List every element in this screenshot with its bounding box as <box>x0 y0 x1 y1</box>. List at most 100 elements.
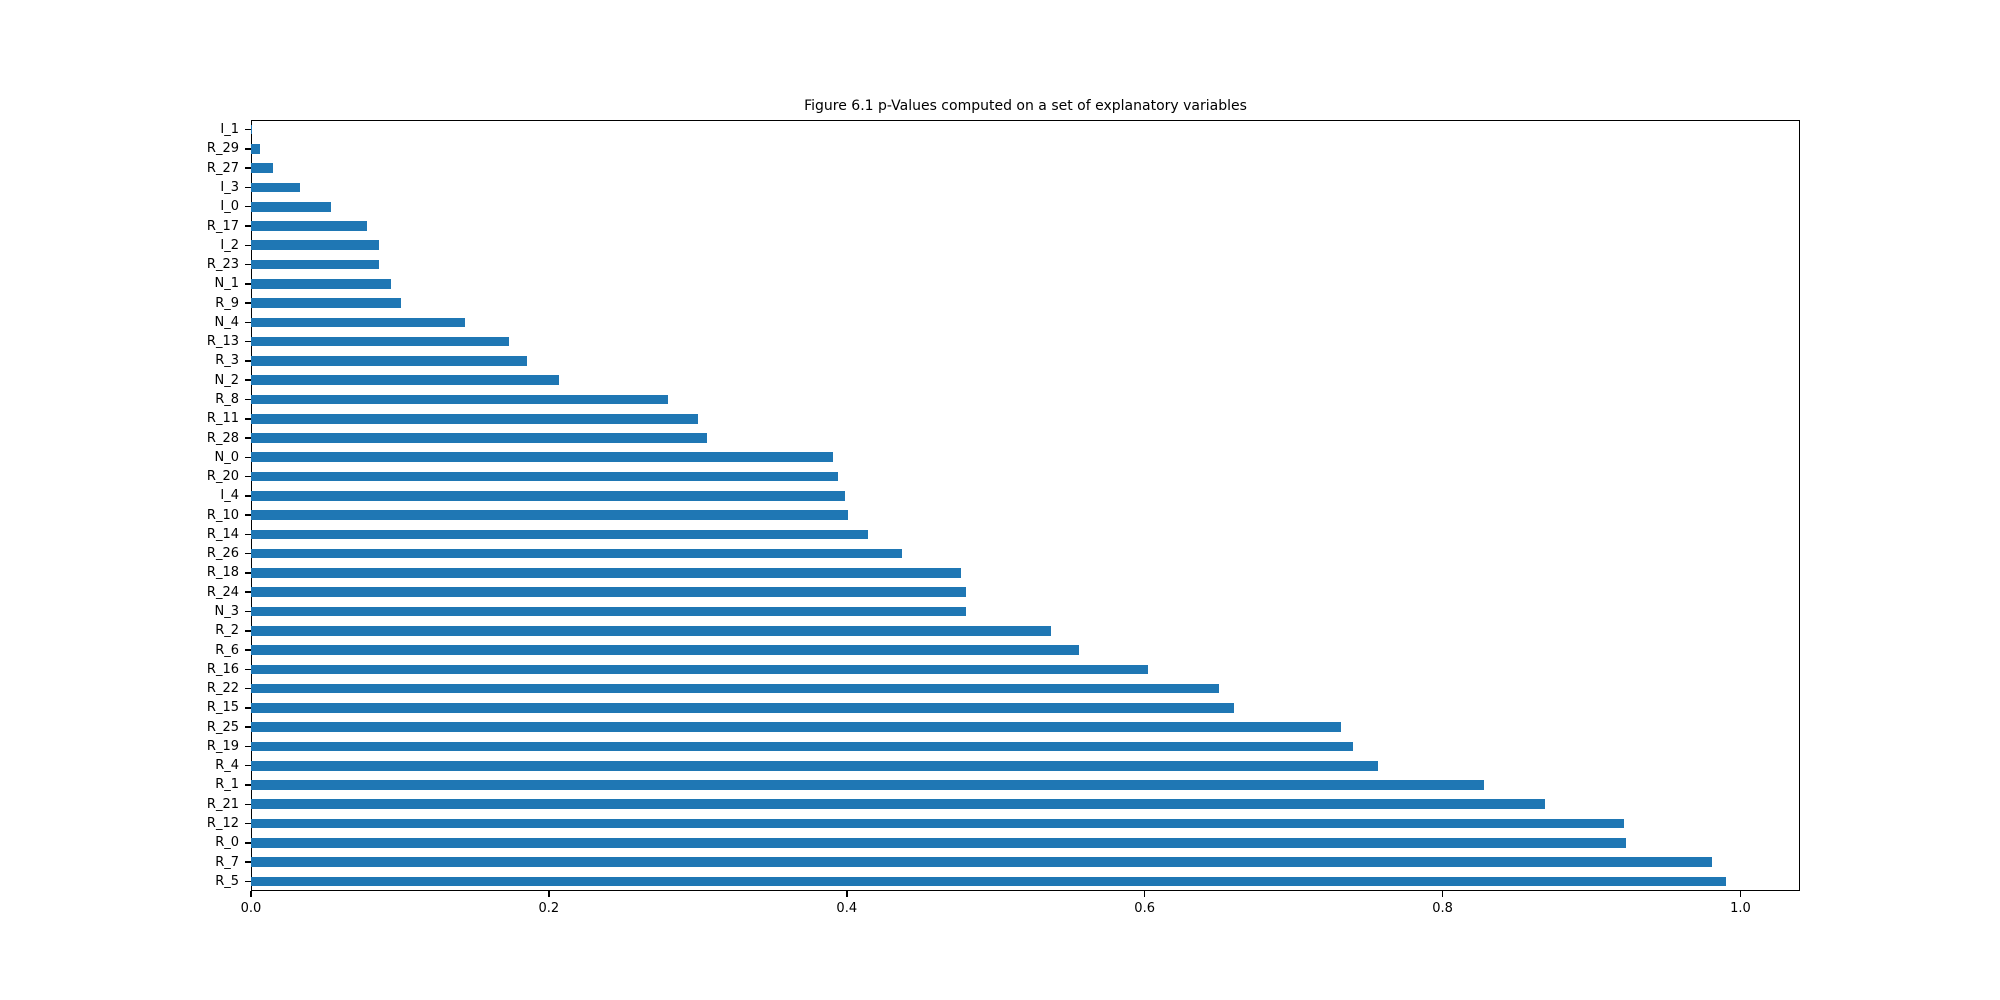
y-tick-label-R_24: R_24 <box>206 584 239 600</box>
y-tick-mark <box>245 822 251 825</box>
y-tick-label-N_4: N_4 <box>214 314 240 330</box>
y-tick-mark <box>245 360 251 362</box>
y-tick-mark <box>245 495 251 497</box>
y-tick-label-I_1: I_1 <box>220 122 239 138</box>
bar-R_9 <box>251 298 402 308</box>
bar-R_25 <box>251 722 1342 732</box>
x-tick-label-0.6: 0.6 <box>1134 901 1155 916</box>
y-tick-label-R_3: R_3 <box>215 353 239 369</box>
bar-R_11 <box>251 413 698 424</box>
y-tick-mark <box>245 668 251 671</box>
y-tick-mark <box>245 745 251 748</box>
y-tick-label-R_29: R_29 <box>206 141 239 157</box>
x-tick-mark <box>1441 891 1444 897</box>
y-tick-label-R_27: R_27 <box>206 160 239 176</box>
bar-R_10 <box>251 510 849 520</box>
bar-I_4 <box>251 491 846 501</box>
y-tick-label-R_23: R_23 <box>206 257 239 273</box>
x-tick-mark <box>1739 891 1742 897</box>
y-tick-mark <box>245 167 251 169</box>
bar-R_17 <box>251 221 368 231</box>
bar-R_2 <box>251 625 1051 636</box>
bar-R_18 <box>251 568 962 578</box>
y-tick-mark <box>245 591 251 593</box>
y-tick-label-N_0: N_0 <box>214 449 240 465</box>
y-tick-label-R_25: R_25 <box>206 719 239 735</box>
y-tick-label-R_6: R_6 <box>215 642 239 658</box>
y-tick-label-R_12: R_12 <box>206 816 239 832</box>
y-tick-label-R_16: R_16 <box>206 661 239 677</box>
chart-title: Figure 6.1 p-Values computed on a set of… <box>804 98 1247 114</box>
plot-area <box>251 120 1800 891</box>
y-tick-label-R_11: R_11 <box>206 411 239 427</box>
y-tick-label-R_13: R_13 <box>206 334 239 350</box>
y-tick-label-R_5: R_5 <box>215 873 239 889</box>
x-tick-mark <box>548 891 550 897</box>
y-tick-mark <box>245 340 251 343</box>
bar-R_15 <box>251 703 1235 713</box>
y-tick-label-R_8: R_8 <box>215 391 239 407</box>
y-tick-mark <box>245 572 251 574</box>
bar-R_3 <box>251 356 527 366</box>
y-tick-mark <box>245 418 251 420</box>
y-tick-mark <box>245 244 251 247</box>
bar-R_21 <box>251 799 1546 810</box>
y-tick-mark <box>245 861 251 863</box>
y-tick-mark <box>245 302 251 304</box>
y-tick-mark <box>245 128 251 131</box>
bar-R_12 <box>251 818 1625 829</box>
x-tick-label-0.4: 0.4 <box>836 901 858 916</box>
bar-N_4 <box>251 317 466 328</box>
y-tick-mark <box>245 321 251 324</box>
y-tick-mark <box>245 437 251 439</box>
bar-N_2 <box>251 375 560 386</box>
x-tick-mark <box>250 891 252 897</box>
bar-N_1 <box>251 279 391 289</box>
y-tick-mark <box>245 803 251 805</box>
bar-R_4 <box>251 760 1379 771</box>
bar-R_5 <box>251 876 1726 887</box>
bar-R_13 <box>251 336 509 347</box>
y-tick-label-R_18: R_18 <box>206 565 239 581</box>
y-tick-mark <box>245 552 251 555</box>
y-tick-mark <box>245 707 251 709</box>
y-tick-mark <box>245 687 251 690</box>
x-tick-label-1.0: 1.0 <box>1730 901 1751 916</box>
y-tick-label-N_2: N_2 <box>214 372 240 388</box>
y-tick-mark <box>245 630 251 632</box>
x-tick-mark <box>1143 891 1146 897</box>
y-tick-label-R_17: R_17 <box>206 218 239 234</box>
bar-R_19 <box>251 741 1354 752</box>
y-tick-label-R_15: R_15 <box>206 700 239 716</box>
y-tick-label-R_9: R_9 <box>215 295 239 311</box>
y-tick-mark <box>245 283 251 285</box>
bar-I_3 <box>251 182 301 193</box>
bar-R_6 <box>251 645 1080 655</box>
x-tick-label-0.8: 0.8 <box>1432 901 1453 916</box>
y-tick-label-R_7: R_7 <box>215 854 239 870</box>
y-tick-label-R_28: R_28 <box>206 430 239 446</box>
y-tick-mark <box>245 225 251 227</box>
y-tick-label-R_26: R_26 <box>206 546 239 562</box>
y-tick-label-I_0: I_0 <box>220 199 239 215</box>
x-tick-label-0.0: 0.0 <box>240 901 262 916</box>
y-tick-label-I_2: I_2 <box>220 237 239 253</box>
y-tick-mark <box>245 784 251 786</box>
bar-R_20 <box>251 471 838 482</box>
y-tick-label-R_22: R_22 <box>206 681 239 697</box>
bar-R_26 <box>251 548 902 559</box>
x-tick-label-0.2: 0.2 <box>538 901 560 916</box>
y-tick-label-R_20: R_20 <box>206 469 239 485</box>
y-tick-label-R_14: R_14 <box>206 526 239 542</box>
bar-R_16 <box>251 664 1148 675</box>
bar-I_1 <box>251 124 253 135</box>
bar-R_27 <box>251 163 274 173</box>
y-tick-label-R_4: R_4 <box>215 758 239 774</box>
y-tick-mark <box>245 205 251 208</box>
bar-N_0 <box>251 452 834 463</box>
y-tick-mark <box>245 263 251 266</box>
y-tick-mark <box>245 514 251 516</box>
y-tick-mark <box>245 456 251 459</box>
bar-R_14 <box>251 529 868 540</box>
